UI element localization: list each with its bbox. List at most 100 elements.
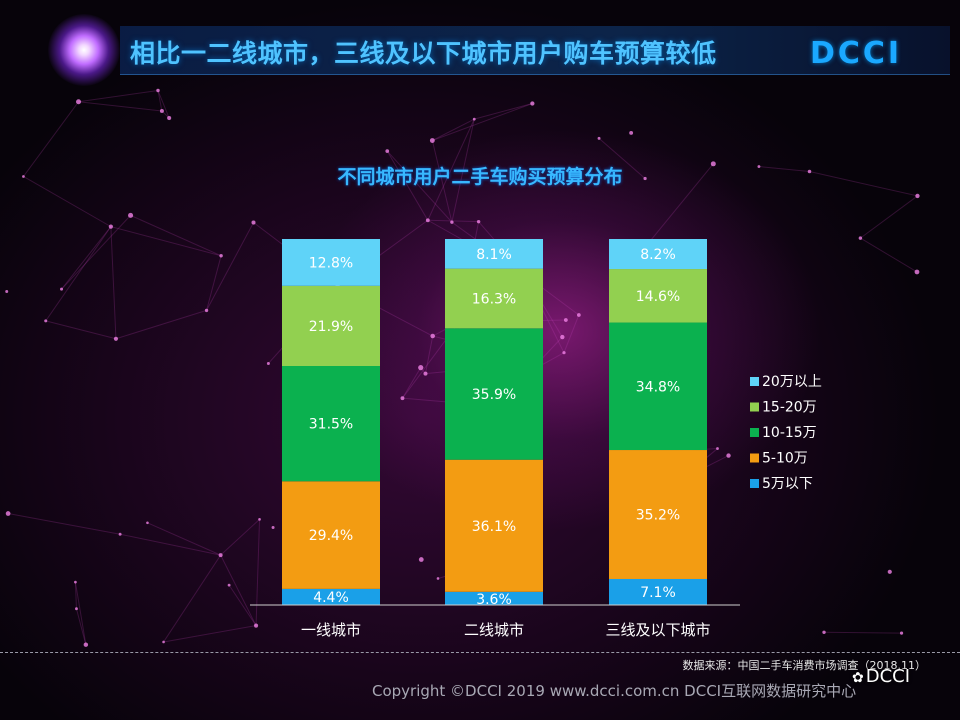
copyright-text: Copyright ©DCCI 2019 www.dcci.com.cn DCC… [372,682,857,700]
star-link [74,582,77,609]
star-link [23,101,79,177]
page-title: 相比一二线城市，三线及以下城市用户购车预算较低 [130,39,717,68]
star-dot [429,138,435,143]
star-link [860,195,918,239]
legend-swatch [750,377,759,386]
star-link [110,226,117,339]
legend-label: 15-20万 [762,400,817,416]
data-label: 35.9% [472,387,516,403]
star-dot [400,396,405,401]
star-dot [60,287,64,291]
star-dot [5,511,11,516]
star-link [824,631,902,634]
star-link [78,90,159,103]
bar-segment [282,481,380,589]
star-link [206,222,254,311]
data-label: 12.8% [309,255,353,271]
source-note: 数据来源：中国二手车消费市场调查（2018.11） [682,659,927,672]
star-dot [271,525,275,530]
star-link [451,119,475,223]
data-label: 31.5% [309,417,353,433]
legend-swatch [750,402,759,412]
star-link [23,176,112,228]
star-dot [563,318,568,322]
watermark: ✿ DCCI [852,666,910,687]
bar-segment [609,578,707,605]
legend-swatch [750,428,759,437]
bar-segment [282,366,380,482]
star-dot [219,254,223,258]
star-dot [156,88,160,93]
star-dot [562,351,566,355]
star-dot [530,101,535,106]
star-link [119,533,221,556]
star-link [130,214,222,257]
category-label: 二线城市 [464,621,524,639]
star-link [758,166,810,173]
data-label: 21.9% [309,319,353,335]
bar-segment [445,459,543,592]
watermark-text: DCCI [865,666,911,687]
star-dot [914,269,920,275]
bar-segment [445,591,543,605]
dcci-logo: DCCI [810,36,903,71]
star-link [644,163,714,248]
star-link [45,226,112,322]
star-dot [253,623,259,628]
star-link [255,519,261,626]
star-dot [430,333,435,339]
star-link [157,90,170,119]
star-dot [436,577,440,580]
bar-segment [445,268,543,329]
legend-swatch [750,479,759,488]
bar-segment [609,269,707,323]
category-label: 三线及以下城市 [605,621,710,639]
bar-segment [282,239,380,286]
star-link [61,226,112,290]
bar-segment [609,450,707,579]
data-label: 35.2% [636,508,680,524]
star-link [809,171,918,197]
star-dot [560,334,565,340]
star-link [115,309,207,340]
star-dot [167,116,172,121]
category-label: 一线城市 [301,621,361,639]
star-dot [74,580,77,584]
bar-segment [282,588,380,605]
star-link [163,625,257,643]
title-bar [120,26,950,75]
star-link [220,518,260,556]
star-dot [858,236,863,240]
star-link [75,608,87,645]
star-dot [726,453,731,458]
star-link [8,513,121,535]
star-dot [159,108,164,113]
star-link [432,118,475,141]
star-dot [83,642,89,647]
star-dot [472,117,476,121]
star-dot [710,161,716,167]
star-dot [251,220,256,225]
star-dot [258,518,261,521]
data-label: 36.1% [472,519,516,535]
star-dot [757,165,761,168]
data-label: 3.6% [476,592,512,608]
star-link [206,255,222,311]
bar-segment [445,239,543,269]
star-link [386,150,453,223]
star-dot [76,99,82,105]
star-link [386,150,429,221]
star-dot [75,607,78,611]
star-link [74,582,87,645]
star-link [860,237,918,273]
chart-title: 不同城市用户二手车购买预算分布 [337,166,623,188]
star-link [157,90,163,112]
star-link [474,103,533,120]
data-label: 8.2% [640,247,676,263]
wechat-icon: ✿ [852,670,864,686]
star-dot [113,336,118,341]
star-link [45,320,117,340]
legend-label: 10-15万 [762,425,817,441]
star-dot [44,319,48,323]
